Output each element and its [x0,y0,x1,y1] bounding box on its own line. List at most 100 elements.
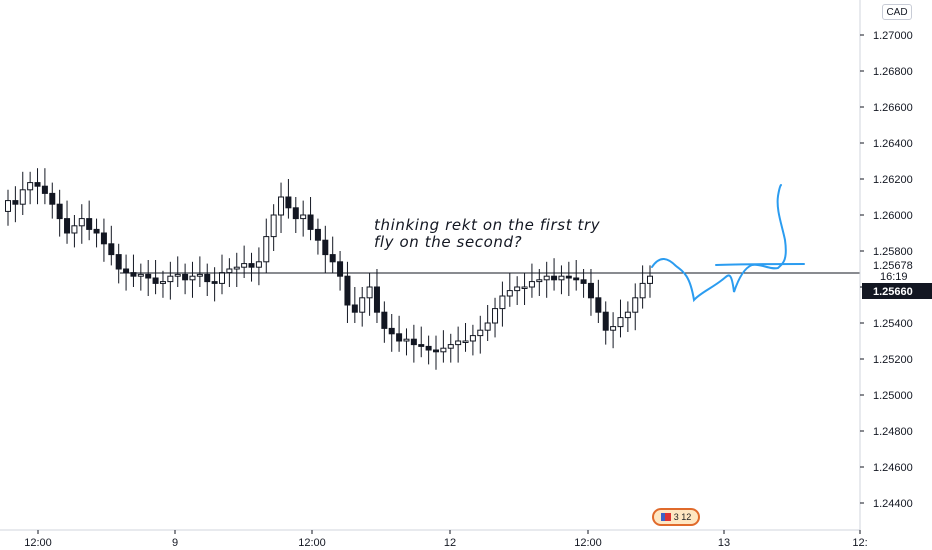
forecast-curve [651,184,787,303]
candle-body [410,338,417,346]
candle-body [189,275,196,281]
candle-body [506,290,513,297]
candle-body [314,228,321,241]
candle-body [477,329,484,337]
candle-body [492,308,499,324]
candle-body [455,340,462,346]
candle-body [145,273,152,279]
candle-body [196,273,203,277]
candle-body [396,333,403,342]
events-badge[interactable]: 3 12 [652,508,700,526]
currency-button[interactable]: CAD [882,4,912,20]
candle-body [499,295,506,310]
time-tick-label: 12:00 [574,537,602,549]
candle-body [174,273,181,277]
price-tick-label: 1.25800 [873,246,913,258]
time-axis: 12:00 9 12:00 12 12:00 13 12: [24,530,868,549]
price-tick-label: 1.24800 [873,426,913,438]
currency-label: CAD [886,6,908,18]
price-tick-label: 1.26600 [873,102,913,114]
last-price-label: 1.25660 [862,283,932,299]
candle-body [263,236,270,263]
candle-body [78,218,85,227]
candle-body [285,196,292,209]
price-tick-label: 1.26800 [873,66,913,78]
candle-body [373,286,380,313]
candle-body [152,277,159,284]
countdown-text: 16:19 [880,271,908,283]
candle-body [521,286,528,289]
candle-body [551,275,558,281]
candle-body [278,196,285,216]
candle-body [647,275,653,284]
candle-body [587,282,594,299]
candle-body [528,281,535,288]
candle-body [602,311,609,331]
candle-body [182,273,189,281]
candle-body [137,273,144,277]
candle-body [159,281,166,284]
price-tick-label: 1.25400 [873,318,913,330]
candle-body [573,277,580,281]
candle-body [211,281,218,284]
time-tick-label: 12:00 [24,537,52,549]
price-tick-label: 1.25000 [873,390,913,402]
candle-body [344,275,351,306]
candle-body [300,214,307,220]
candle-body [632,297,639,313]
candle-body [403,338,410,342]
time-tick-label: 12:00 [298,537,326,549]
candle-body [469,335,476,342]
candle-body [610,326,617,331]
candle-body [433,349,439,353]
price-tick-label: 1.26200 [873,174,913,186]
candle-body [388,327,395,335]
candle-body [226,268,233,274]
candle-body [86,218,93,230]
candle-body [270,214,277,238]
candle-body [307,214,314,230]
candle-body [595,297,602,313]
candle-body [27,182,34,191]
price-tick-label: 1.26400 [873,138,913,150]
candle-body [41,185,48,194]
candle-body [108,243,115,256]
candle-body [255,261,262,268]
price-tick-label: 1.26000 [873,210,913,222]
candle-body [639,282,646,299]
candle-body [440,347,447,353]
forecast-level-line [715,263,805,266]
candle-body [322,239,329,256]
candle-body [19,189,26,205]
last-price-text: 1.25660 [873,286,913,298]
candle-body [580,279,587,284]
candle-body [123,268,130,274]
time-tick-label: 12 [444,537,456,549]
forecast-drawing[interactable] [651,184,805,303]
candle-body [248,263,255,268]
candle-body [115,254,122,270]
candle-body [64,218,71,234]
price-tick-label: 1.24600 [873,462,913,474]
candle-body [5,200,11,212]
candle-body [34,182,41,187]
candle-body [425,345,432,351]
candle-body [359,297,366,313]
candle-body [12,200,19,205]
candle-body [447,344,454,349]
candle-body [462,340,469,343]
candle-body [93,228,100,234]
candle-body [565,275,572,279]
candle-body [219,272,225,284]
candle-body [241,263,248,268]
candle-body [366,286,373,299]
level-price-text: 1.25678 [873,260,913,272]
candle-body [49,192,56,205]
candle-body [71,225,78,234]
candle-body [484,322,491,331]
candle-body [558,275,565,281]
candle-body [292,207,299,220]
badge-text: 3 12 [673,512,692,522]
candle-body [543,275,550,281]
